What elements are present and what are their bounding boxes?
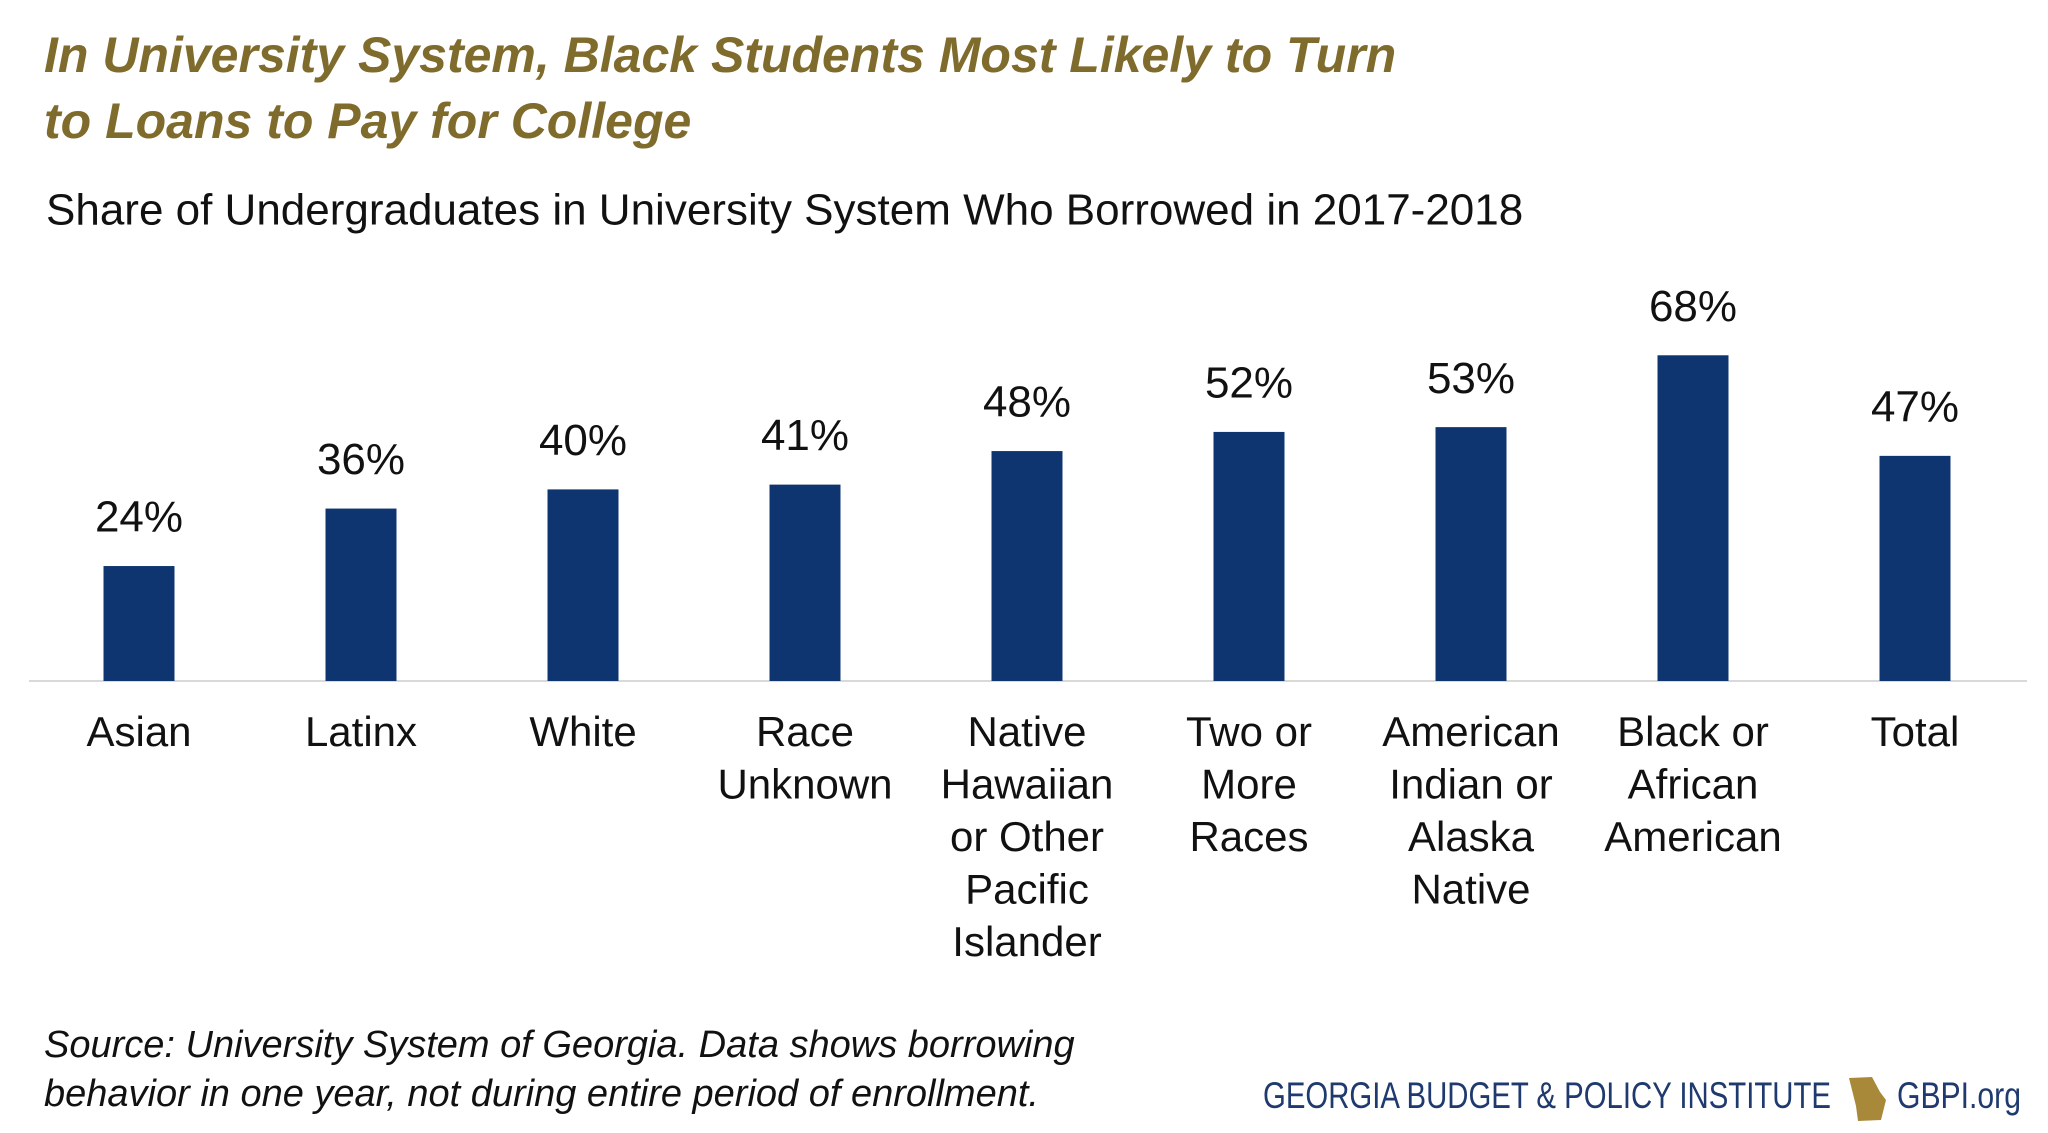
x-tick-label: Two or: [1186, 708, 1312, 755]
value-label: 47%: [1871, 382, 1959, 431]
chart-title: In University System, Black Students Mos…: [44, 27, 1396, 83]
value-label: 40%: [539, 416, 627, 465]
x-tick-label: African: [1628, 761, 1759, 808]
x-tick-label: Native: [1411, 866, 1530, 913]
x-tick-label: Races: [1189, 813, 1308, 860]
x-tick-label: American: [1382, 708, 1559, 755]
x-tick-label: Unknown: [717, 761, 892, 808]
x-tick-label: Black or: [1617, 708, 1769, 755]
bar: [547, 489, 619, 681]
x-tick-label: Indian or: [1389, 761, 1552, 808]
value-label: 68%: [1649, 282, 1737, 331]
value-label: 52%: [1205, 359, 1293, 408]
value-label: 48%: [983, 378, 1071, 427]
x-tick-label: Alaska: [1408, 813, 1535, 860]
x-tick-label: or Other: [950, 813, 1104, 860]
bar: [103, 566, 175, 681]
value-label: 36%: [317, 435, 405, 484]
x-tick-label: White: [529, 708, 636, 755]
x-tick-label: Latinx: [305, 708, 417, 755]
x-tick-label: American: [1604, 813, 1781, 860]
chart-title: to Loans to Pay for College: [44, 93, 691, 149]
x-tick-label: Native: [967, 708, 1086, 755]
bar: [1879, 455, 1951, 681]
x-tick-label: More: [1201, 761, 1297, 808]
bar: [325, 508, 397, 681]
x-tick-label: Hawaiian: [941, 761, 1114, 808]
x-tick-label: Islander: [952, 918, 1101, 965]
value-label: 41%: [761, 411, 849, 460]
x-tick-label: Race: [756, 708, 854, 755]
website: GBPI.org: [1897, 1075, 2021, 1116]
x-tick-label: Total: [1871, 708, 1960, 755]
bar: [1657, 355, 1729, 681]
source-note: behavior in one year, not during entire …: [44, 1073, 1039, 1115]
georgia-icon: [1849, 1077, 1886, 1121]
organization: GEORGIA BUDGET & POLICY INSTITUTE: [1263, 1075, 1831, 1116]
source-note: Source: University System of Georgia. Da…: [44, 1024, 1075, 1066]
value-label: 53%: [1427, 354, 1515, 403]
bar: [991, 451, 1063, 681]
bar: [1435, 427, 1507, 681]
bar: [769, 484, 841, 681]
x-tick-label: Pacific: [965, 866, 1089, 913]
x-tick-label: Asian: [86, 708, 191, 755]
bar: [1213, 431, 1285, 681]
chart-subtitle: Share of Undergraduates in University Sy…: [46, 186, 1523, 235]
value-label: 24%: [95, 493, 183, 542]
